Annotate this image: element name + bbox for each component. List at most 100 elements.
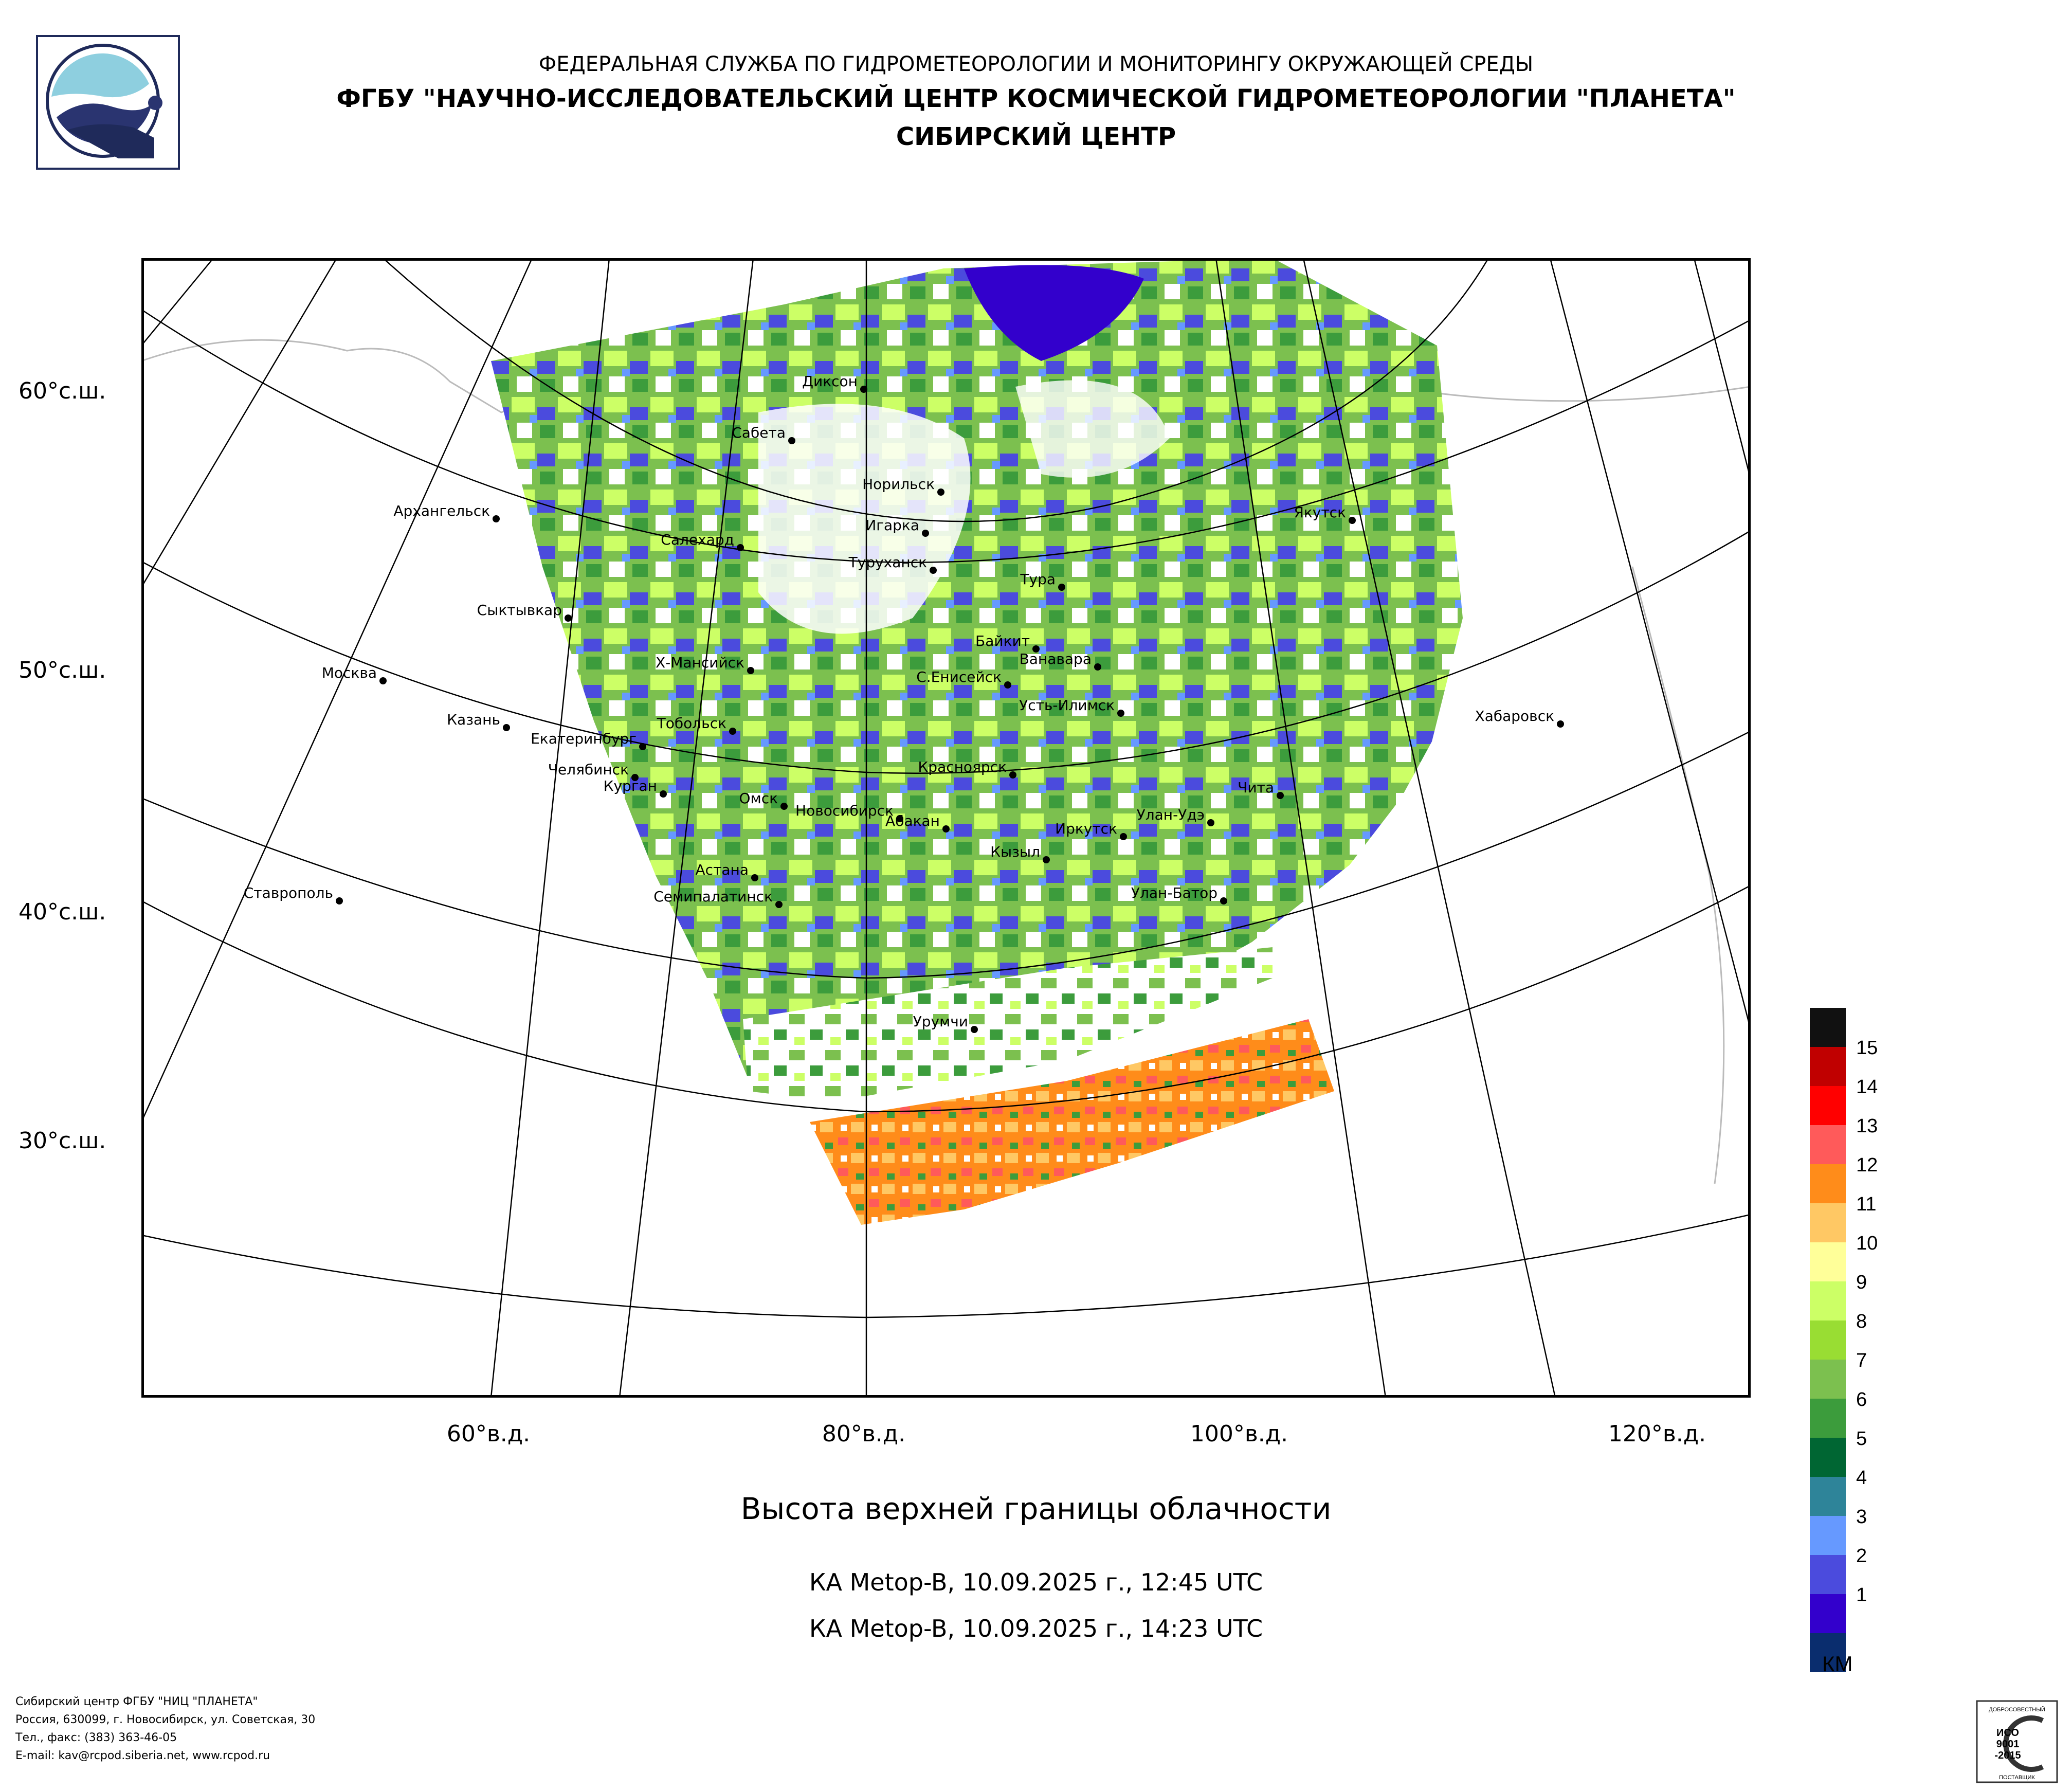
swath-2 (743, 947, 1273, 1101)
city-marker (493, 515, 500, 522)
city-label: Астана (696, 861, 749, 878)
city-marker (1009, 771, 1016, 779)
city-marker (1277, 792, 1284, 799)
legend-value: 15 (1856, 1037, 1878, 1059)
legend-value: 10 (1856, 1233, 1878, 1254)
city-marker (660, 790, 667, 798)
city-marker (860, 386, 867, 393)
legend-value: 11 (1856, 1193, 1876, 1215)
city-marker (1117, 710, 1124, 717)
city-layer: Диксон Сабета Норильск Архангельск Игарка Сал… (244, 373, 1564, 1033)
city-label: Абакан (885, 812, 940, 829)
legend-value: 1 (1856, 1584, 1867, 1606)
city-label: Ванавара (1020, 650, 1092, 667)
city-marker (1004, 681, 1011, 689)
city-label: Тура (1020, 571, 1056, 588)
city-label: Якутск (1294, 504, 1346, 521)
iso-bottom-text: ПОСТАВЩИК (1999, 1775, 2035, 1781)
legend-unit: КМ (1822, 1652, 1852, 1676)
footer-line-2: Россия, 630099, г. Новосибирск, ул. Сове… (15, 1713, 316, 1726)
city-marker (379, 677, 387, 684)
map-title: Высота верхней границы облачности (740, 1491, 1332, 1526)
footer-contacts: Сибирский центр ФГБУ "НИЦ "ПЛАНЕТА" Росс… (15, 1693, 315, 1765)
lon-label-80: 80°в.д. (822, 1421, 906, 1447)
city-marker (1349, 517, 1356, 524)
planeta-logo (36, 35, 180, 170)
city-label: Тобольск (657, 715, 726, 732)
city-label: Кызыл (990, 843, 1040, 860)
legend-value: 7 (1856, 1350, 1867, 1371)
city-label: Урумчи (913, 1013, 968, 1030)
legend-value: 8 (1856, 1311, 1867, 1332)
city-label: Ставрополь (244, 884, 333, 901)
city-label: Диксон (802, 373, 858, 390)
legend-swatch (1810, 1281, 1846, 1320)
city-label: Казань (447, 711, 500, 728)
city-label: Новосибирск (795, 802, 894, 819)
city-label: Красноярск (918, 758, 1007, 775)
city-marker (1094, 663, 1101, 671)
footer-line-1: Сибирский центр ФГБУ "НИЦ "ПЛАНЕТА" (15, 1695, 258, 1708)
lat-label-60: 60°с.ш. (19, 378, 106, 404)
city-label: Чита (1238, 779, 1274, 796)
legend-value: 6 (1856, 1389, 1867, 1410)
city-label: Семипалатинск (653, 888, 773, 905)
city-marker (1043, 856, 1050, 863)
city-label: Норильск (862, 476, 935, 493)
city-marker (780, 803, 788, 810)
city-marker (1032, 645, 1040, 653)
legend-value: 14 (1856, 1076, 1878, 1098)
lon-label-100: 100°в.д. (1190, 1421, 1288, 1447)
city-marker (751, 874, 758, 881)
city-marker (1058, 584, 1065, 591)
iso-top-text: ДОБРОСОВЕСТНЫЙ (1989, 1706, 2045, 1713)
legend-swatch (1810, 1164, 1846, 1203)
city-label: Сыктывкар (477, 602, 562, 619)
city-label: Улан-Удэ (1137, 806, 1205, 823)
legend-swatch (1810, 1203, 1846, 1242)
legend-swatch (1810, 1125, 1846, 1164)
legend-swatch (1810, 1008, 1846, 1047)
city-label: Омск (739, 790, 778, 807)
map-content: Диксон Сабета Норильск Архангельск Игарка Сал… (141, 258, 1751, 1398)
city-label: Салехард (661, 531, 734, 548)
legend-value: 4 (1856, 1467, 1867, 1489)
legend-swatch (1810, 1633, 1846, 1672)
height-legend: 15 14 13 12 11 10 9 8 7 6 5 4 3 2 1 КМ (1810, 1008, 1878, 1676)
city-marker (775, 901, 783, 908)
city-marker (1220, 897, 1227, 904)
legend-swatch (1810, 1438, 1846, 1477)
city-label: Хабаровск (1475, 708, 1554, 725)
legend-swatch (1810, 1320, 1846, 1360)
city-marker (788, 437, 795, 444)
city-marker (503, 724, 510, 731)
footer-line-4: E-mail: kav@rcpod.siberia.net, www.rcpod… (15, 1749, 270, 1762)
city-label: Х-Мансийск (656, 654, 744, 671)
city-label: Игарка (865, 517, 919, 534)
legend-swatch (1810, 1047, 1846, 1086)
city-label: Челябинск (548, 761, 629, 778)
legend-value: 12 (1856, 1154, 1878, 1176)
legend-swatch (1810, 1555, 1846, 1594)
city-label: Байкит (975, 632, 1030, 649)
legend-value: 9 (1856, 1272, 1867, 1293)
header-line-3: СИБИРСКИЙ ЦЕНТР (896, 122, 1176, 151)
legend-swatch (1810, 1242, 1846, 1281)
legend-value: 5 (1856, 1428, 1867, 1450)
header-line-2: ФГБУ "НАУЧНО-ИССЛЕДОВАТЕЛЬСКИЙ ЦЕНТР КОС… (336, 84, 1736, 113)
city-marker (631, 774, 639, 781)
city-marker (565, 614, 572, 622)
city-marker (1207, 819, 1214, 826)
map-frame (141, 258, 1751, 1398)
lat-label-30: 30°с.ш. (19, 1128, 106, 1154)
city-marker (1120, 833, 1127, 840)
lat-label-40: 40°с.ш. (19, 899, 106, 925)
city-label: С.Енисейск (916, 668, 1002, 685)
footer-line-3: Тел., факс: (383) 363-46-05 (15, 1731, 177, 1744)
lon-label-120: 120°в.д. (1608, 1421, 1706, 1447)
legend-swatch (1810, 1477, 1846, 1516)
legend-swatch (1810, 1360, 1846, 1399)
city-label: Москва (322, 664, 377, 681)
city-marker (336, 897, 343, 904)
legend-swatch (1810, 1594, 1846, 1633)
